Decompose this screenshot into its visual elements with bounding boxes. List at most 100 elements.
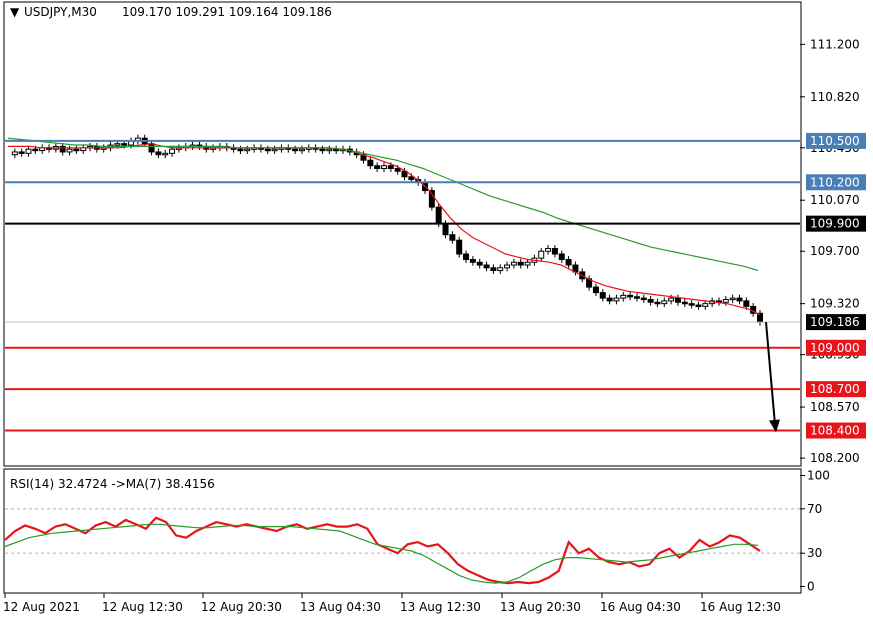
level-tag-label: 108.400 — [810, 424, 860, 438]
ohlc-label: 109.170 109.291 109.164 109.186 — [122, 5, 332, 19]
candle-body — [497, 267, 504, 272]
candle-body — [722, 299, 729, 303]
forecast-arrow-shaft — [765, 322, 776, 425]
candle-body — [661, 300, 668, 305]
candle-body — [401, 170, 408, 178]
price-tick-label: 108.570 — [810, 400, 860, 414]
candle-body — [504, 264, 511, 269]
candle-body — [647, 299, 654, 303]
price-tick-label: 109.320 — [810, 297, 860, 311]
candle-body — [264, 148, 271, 152]
candle-body — [729, 297, 736, 301]
candle-body — [483, 264, 490, 269]
level-tag-label: 110.200 — [810, 175, 860, 189]
rsi-header-label: RSI(14) 32.4724 ->MA(7) 38.4156 — [10, 477, 215, 491]
candle-body — [702, 303, 709, 307]
time-tick-label: 13 Aug 20:30 — [500, 600, 581, 614]
candle-body — [387, 165, 394, 169]
candle-body — [114, 143, 121, 146]
candle-body — [148, 143, 155, 153]
candle-body — [121, 143, 128, 146]
level-tag — [806, 215, 866, 232]
candle-body — [640, 297, 647, 301]
candle-body — [490, 267, 497, 272]
candle-body — [565, 259, 572, 266]
candle-body — [736, 297, 743, 302]
candle-body — [319, 148, 326, 152]
candle-body — [743, 300, 750, 307]
candle-body — [442, 223, 449, 236]
level-tag-label: 109.900 — [810, 217, 860, 231]
candle-body — [463, 253, 470, 261]
time-tick-label: 12 Aug 20:30 — [201, 600, 282, 614]
candle-body — [298, 148, 305, 152]
price-tick-label: 110.070 — [810, 193, 860, 207]
candle-body — [613, 297, 620, 302]
candle-body — [524, 261, 531, 266]
candle-body — [162, 152, 169, 156]
level-tag-label: 108.700 — [810, 382, 860, 396]
current-price-tag — [806, 314, 866, 331]
candle-body — [456, 239, 463, 255]
candle-body — [292, 148, 299, 152]
candle-body — [237, 148, 244, 152]
candle-body — [599, 292, 606, 299]
candle-body — [11, 151, 18, 156]
candle-body — [538, 250, 545, 259]
candle-body — [551, 247, 558, 255]
candle-body — [271, 148, 278, 152]
candle-body — [469, 259, 476, 263]
candle-body — [408, 176, 415, 181]
time-tick-label: 16 Aug 04:30 — [600, 600, 681, 614]
rsi-panel: 100 70 30 0 RSI(14) 32.4724 ->MA(7) 38.4156 — [3, 468, 830, 594]
candle-body — [674, 297, 681, 303]
time-tick-label: 13 Aug 04:30 — [300, 600, 381, 614]
candle-body — [517, 261, 524, 266]
candle-body — [428, 190, 435, 208]
ma-slow-line — [7, 137, 759, 272]
level-tag — [806, 381, 866, 398]
price-tick-label: 110.820 — [810, 90, 860, 104]
candle-body — [244, 148, 251, 152]
candle-body — [155, 151, 162, 156]
candle-body — [668, 297, 675, 302]
rsi-tick-label: 30 — [807, 546, 822, 560]
level-tag-label: 110.500 — [810, 134, 860, 148]
rsi-tick-label: 0 — [807, 579, 815, 593]
level-tag — [806, 339, 866, 356]
candle-body — [688, 303, 695, 306]
rsi-line — [4, 516, 761, 585]
price-tick-label: 111.200 — [810, 37, 860, 51]
candle-body — [449, 234, 456, 241]
candle-body — [654, 301, 661, 305]
candle-body — [620, 294, 627, 299]
level-tag — [806, 132, 866, 149]
forecast-arrow-head — [769, 419, 780, 433]
candle-body — [606, 297, 613, 302]
candle-body — [545, 247, 552, 252]
candle-body — [510, 261, 517, 266]
candle-body — [66, 148, 73, 153]
time-tick-label: 13 Aug 12:30 — [400, 600, 481, 614]
candle-body — [627, 294, 634, 298]
candle-body — [25, 148, 32, 154]
header-triangle-icon: ▼ — [10, 5, 20, 19]
candle-body — [73, 148, 80, 152]
candle-body — [394, 167, 401, 172]
candle-body — [381, 165, 387, 169]
candle-body — [592, 286, 599, 294]
candle-body — [435, 206, 442, 225]
rsi-ma-line — [4, 523, 759, 584]
level-tag — [806, 422, 866, 439]
rsi-panel-border — [3, 468, 802, 594]
price-tick-label: 109.700 — [810, 244, 860, 258]
candle-body — [558, 253, 565, 261]
price-panel-border — [3, 1, 802, 467]
time-tick-label: 16 Aug 12:30 — [700, 600, 781, 614]
symbol-label: USDJPY,M30 — [24, 5, 97, 19]
time-axis: 12 Aug 2021 12 Aug 12:30 12 Aug 20:30 13 Au… — [3, 593, 781, 614]
candle-body — [476, 261, 483, 266]
candle-body — [681, 301, 688, 305]
candle-body — [326, 148, 333, 152]
